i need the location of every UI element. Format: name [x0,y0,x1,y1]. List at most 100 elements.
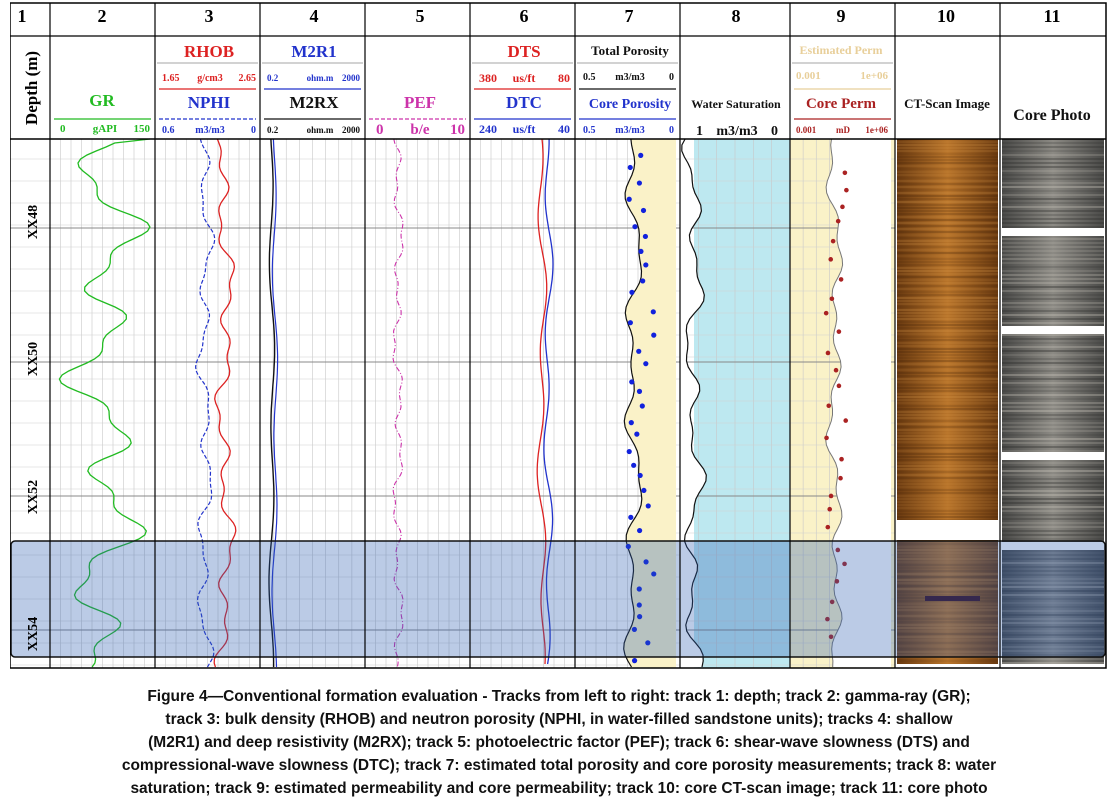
core-perm-point [836,329,842,334]
nphi-right: 0 [251,125,256,136]
dtc-curve [543,139,554,665]
core-porosity-point [639,403,645,409]
track-number-5: 5 [416,6,425,26]
m2r1-right: 2000 [342,73,361,83]
gr-name: GR [89,91,115,110]
core-porosity-point [636,602,642,608]
core-porosity-point [650,309,656,315]
core-porosity-point [641,487,647,494]
dts-unit: us/ft [513,71,536,85]
photo-gap [1002,228,1104,236]
cpor-left: 0.5 [583,125,596,136]
dts-name: DTS [507,42,540,61]
core-porosity-point [631,462,637,468]
core-porosity-point [631,626,637,633]
caption-line-4: compressional-wave slowness (DTC); track… [121,757,997,774]
figure-frame [9,2,1107,669]
m2rx-curve [268,138,276,667]
pef-left: 0 [376,122,384,138]
ct-header: CT-Scan Image [904,96,990,111]
core-perm-point [840,204,845,210]
gr-curve [58,138,151,668]
m2rx-left: 0.2 [267,125,279,135]
ct-feature [925,596,980,601]
core-porosity-point [638,248,644,255]
core-perm-point [839,456,844,462]
m2r1-left: 0.2 [267,73,279,83]
total-porosity-curve [623,138,643,668]
tpor-right: 0 [669,72,674,83]
core-porosity-point [626,196,632,202]
dtc-unit: us/ft [513,122,536,136]
eperm-name: Estimated Perm [800,43,883,57]
core-porosity-point [637,472,643,479]
core-porosity-point [645,503,651,509]
core-porosity-point [631,657,638,664]
gr-unit: gAPI [93,123,117,135]
ct-scan-image [897,139,998,664]
core-porosity-point [651,332,657,338]
photo-gap [1002,326,1104,334]
nphi-curve [194,138,216,668]
nphi-unit: m3/m3 [195,125,224,136]
core-porosity-point [640,278,646,284]
core-perm-point [835,547,841,553]
core-porosity-point [636,348,642,354]
photo-gap [1002,452,1104,460]
cperm-right: 1e+06 [865,125,888,135]
m2r1-unit: ohm.m [307,73,334,83]
ct-gap [897,520,998,540]
track-number-6: 6 [520,6,529,26]
dtc-left: 240 [479,122,497,136]
track-number-9: 9 [837,6,846,26]
sw-name: Water Saturation [691,97,781,111]
core-perm-point [833,367,839,373]
core-porosity-point [640,207,647,214]
core-perm-point [828,634,834,640]
caption-line-5: saturation; track 9: estimated permeabil… [130,780,988,797]
track-number-2: 2 [98,6,107,26]
core-perm-point [825,616,830,622]
core-porosity-point [651,571,657,577]
sw-unit: m3/m3 [716,124,757,139]
core-porosity-point [643,559,649,565]
m2r1-curve [271,138,279,668]
nphi-left: 0.6 [162,125,175,136]
pef-unit: b/e [410,122,430,138]
sw-track-fill [694,139,790,668]
tpor-left: 0.5 [583,72,596,83]
core-porosity-point [628,514,634,520]
gr-right: 150 [134,123,151,135]
rhob-left: 1.65 [162,73,180,84]
figure-caption: Figure 4—Conventional formation evaluati… [0,685,1118,800]
cpor-right: 0 [669,125,674,136]
core-perm-point [829,599,835,605]
core-porosity-point [627,164,633,171]
highlighted-interval [10,540,1106,658]
track-number-1: 1 [18,6,27,26]
cperm-left: 0.001 [796,125,817,135]
dtc-name: DTC [506,93,542,112]
pef-name: PEF [404,93,436,112]
core-perm-point [844,187,849,193]
core-porosity-point [626,448,632,455]
pef-right: 10 [450,122,465,138]
photo-header: Core Photo [1013,107,1090,124]
core-porosity-point [634,431,640,437]
track-number-10: 10 [937,6,955,26]
depth-label-xx50: XX50 [26,342,41,376]
cperm-name: Core Perm [806,96,877,112]
perm-white-fill [825,139,891,668]
core-porosity-point [637,614,643,620]
core-porosity-point [636,388,643,394]
rhob-curve [213,138,237,668]
caption-line-3: (M2R1) and deep resistivity (M2RX); trac… [148,734,970,751]
nphi-name: NPHI [188,93,231,112]
m2rx-unit: ohm.m [307,125,334,135]
core-porosity-point [629,379,635,385]
caption-line-1: Figure 4—Conventional formation evaluati… [147,688,971,705]
core-perm-point [842,561,847,567]
core-porosity-point [637,527,643,534]
core-porosity-point [628,420,634,426]
dts-curve [536,138,548,665]
